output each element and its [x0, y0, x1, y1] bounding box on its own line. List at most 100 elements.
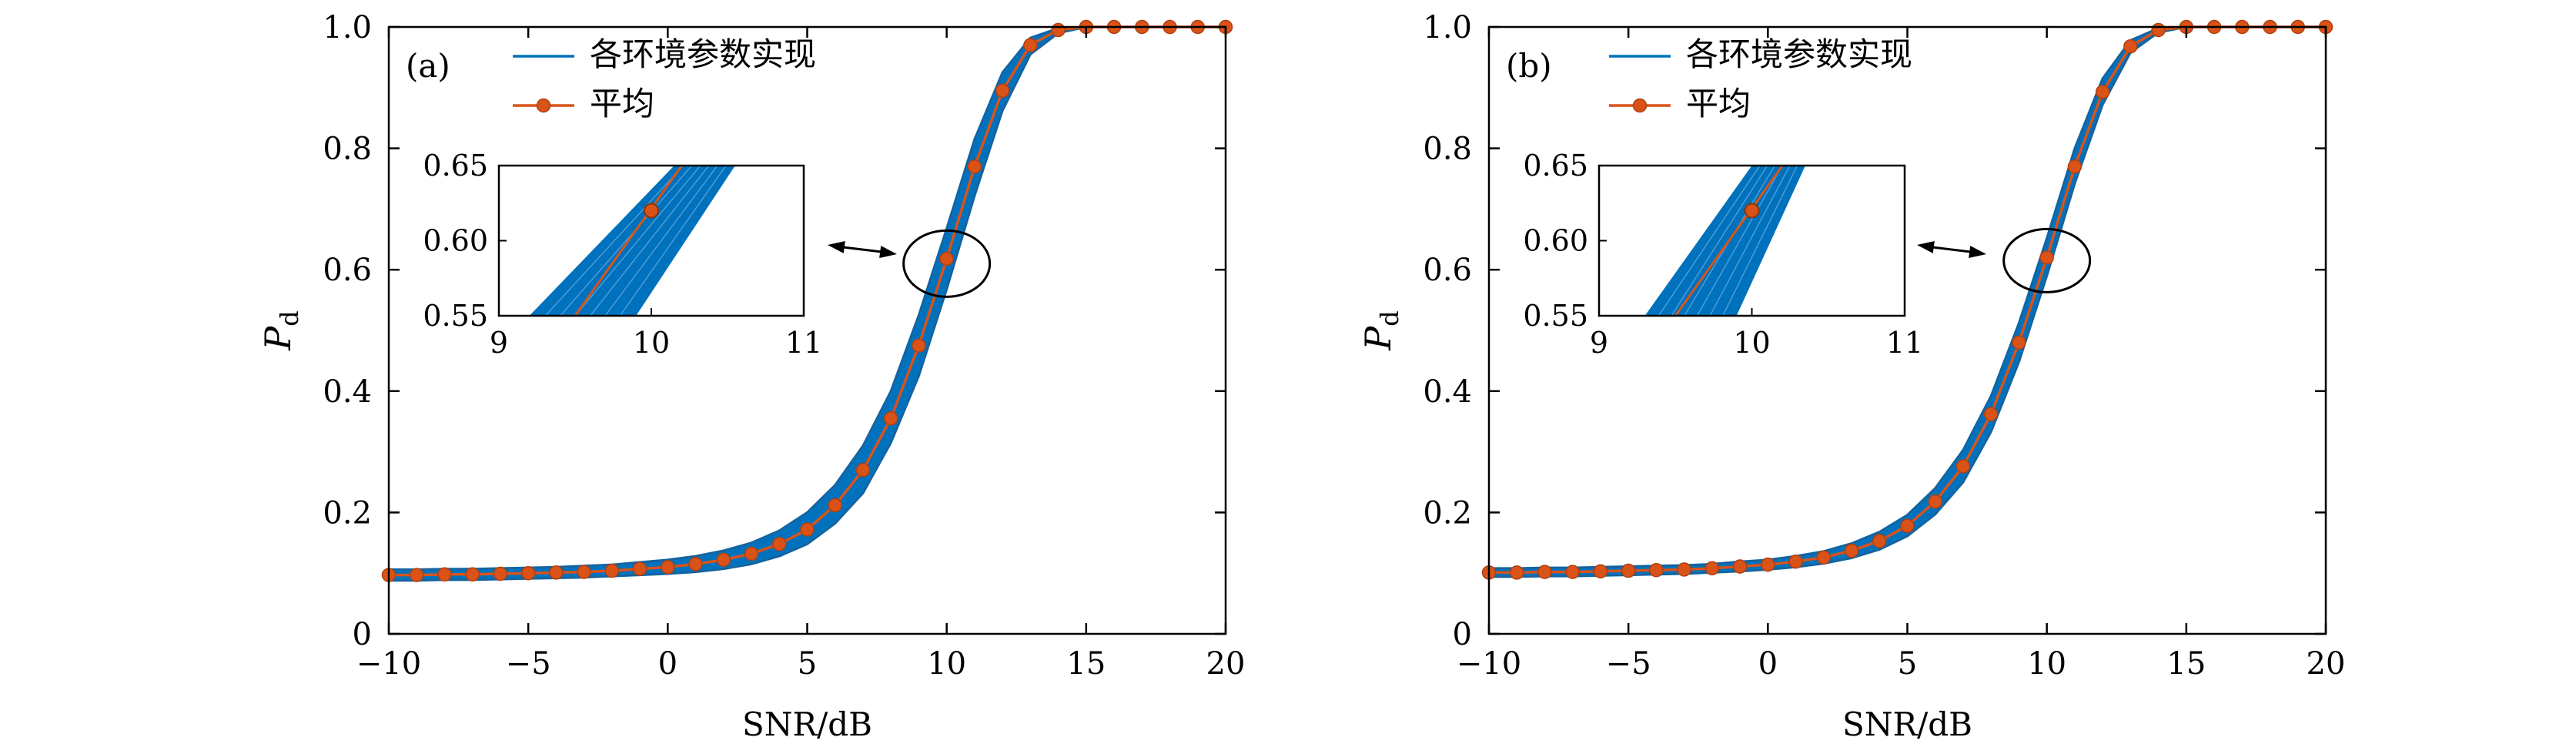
mean-point: [2123, 39, 2138, 54]
mean-point: [716, 552, 731, 568]
mean-point: [967, 159, 982, 174]
x-tick-label: −10: [356, 646, 421, 682]
inset-realizations-band: [529, 166, 735, 316]
inset-realization-line: [604, 166, 718, 316]
mean-point: [800, 522, 815, 537]
x-tick-label: 0: [658, 646, 677, 682]
mean-point: [2039, 250, 2054, 265]
y-tick-label: 0.8: [323, 132, 372, 167]
mean-point: [2067, 159, 2083, 174]
y-tick-label: 0.4: [1423, 374, 1472, 410]
inset: 9 10 11 0.55 0.60 0.65: [423, 149, 822, 360]
zoom-arrow-head-left: [828, 240, 845, 253]
legend-realizations-label: 各环境参数实现: [590, 35, 816, 73]
mean-point: [1593, 564, 1608, 579]
inset-realization-line: [1658, 166, 1761, 316]
inset-realization-line: [1722, 166, 1798, 316]
inset: 9 10 11 0.55 0.60 0.65: [1523, 149, 1923, 360]
inset-y-tick-label: 0.55: [423, 299, 488, 333]
inset-realization-line: [574, 166, 701, 316]
y-tick-label: 0.6: [323, 253, 372, 288]
inset-realization-line: [590, 166, 710, 316]
x-tick-label: 10: [2027, 646, 2066, 682]
chart-panel-a: −10 −5 0 5 10 15 20 0 0.2 0.4 0.6 0.8 1.0 SNR/dB Pd (a)…: [257, 10, 1245, 743]
mean-point: [744, 546, 759, 561]
mean-point: [1983, 407, 1999, 421]
x-tick-label: 10: [927, 646, 966, 682]
y-axis-label-main: P: [257, 326, 299, 351]
inset-x-tick-label: 9: [490, 326, 508, 360]
mean-point: [520, 565, 536, 581]
mean-point: [2151, 22, 2166, 38]
mean-point: [1844, 543, 1859, 558]
inset-y-tick-label: 0.55: [1523, 299, 1588, 333]
inset-x-tick-label: 10: [1733, 326, 1770, 360]
mean-point: [912, 338, 926, 353]
mean-point: [465, 567, 480, 582]
x-tick-label: 5: [1898, 646, 1917, 682]
inset-mean-point: [1744, 203, 1760, 219]
mean-point: [1565, 565, 1580, 579]
mean-point: [1928, 494, 1942, 509]
y-axis-label-subscript: d: [275, 310, 304, 326]
inset-y-tick-label: 0.65: [1523, 149, 1588, 183]
x-axis-label: SNR/dB: [1842, 705, 1972, 743]
mean-point: [2012, 335, 2026, 350]
mean-point: [2095, 85, 2110, 99]
mean-point: [1761, 557, 1775, 572]
mean-point: [1621, 563, 1636, 578]
mean-point: [828, 498, 842, 513]
zoom-arrow-head-right: [879, 246, 897, 259]
mean-point: [1732, 559, 1748, 574]
x-tick-label: 15: [1066, 646, 1106, 682]
mean-point: [883, 411, 898, 426]
inset-x-tick-label: 11: [785, 326, 822, 360]
y-axis-label-main: P: [1357, 326, 1399, 351]
y-tick-label: 1.0: [323, 10, 372, 45]
mean-point: [437, 567, 452, 582]
y-axis-label-subscript: d: [1375, 310, 1404, 326]
y-tick-label: 0.2: [1423, 495, 1472, 531]
legend-realizations-label: 各环境参数实现: [1686, 35, 1912, 73]
y-axis-label: Pd: [257, 310, 304, 350]
inset-realizations-band: [1644, 166, 1805, 316]
zoom-ellipse: [2002, 227, 2092, 293]
mean-point: [661, 560, 675, 575]
inset-realization-line: [560, 166, 693, 316]
inset-mean-line: [574, 166, 683, 316]
y-tick-label: 0.6: [1423, 253, 1472, 288]
mean-point: [688, 557, 703, 571]
mean-point: [1900, 518, 1915, 533]
inset-realization-line: [619, 166, 727, 316]
mean-point: [855, 462, 871, 478]
mean-point: [632, 561, 647, 576]
y-tick-label: 0.2: [323, 495, 372, 531]
mean-point: [1705, 561, 1720, 576]
x-tick-label: −5: [506, 646, 551, 682]
y-tick-label: 0: [353, 617, 372, 652]
mean-point: [409, 568, 424, 582]
mean-point: [1788, 554, 1803, 569]
mean-point: [577, 565, 591, 579]
inset-realization-line: [1709, 166, 1791, 316]
zoom-arrow-head-left: [1917, 240, 1935, 253]
panel-label: (a): [406, 47, 450, 85]
y-tick-label: 0.8: [1423, 132, 1472, 167]
mean-point: [939, 251, 954, 266]
inset-realization-line: [544, 166, 684, 316]
zoom-arrow-shaft: [836, 245, 888, 254]
inset-y-tick-label: 0.65: [423, 149, 488, 183]
mean-point: [1509, 565, 1524, 580]
mean-point: [1051, 22, 1066, 38]
inset-mean-point: [644, 203, 659, 219]
x-tick-label: 20: [2307, 646, 2346, 682]
legend-mean-marker: [536, 98, 551, 113]
x-axis-label: SNR/dB: [742, 705, 872, 743]
y-tick-label: 1.0: [1423, 10, 1472, 45]
zoom-arrow-shaft: [1925, 245, 1978, 254]
mean-point: [549, 565, 564, 580]
mean-point: [772, 537, 787, 551]
legend-mean-label: 平均: [590, 85, 654, 122]
